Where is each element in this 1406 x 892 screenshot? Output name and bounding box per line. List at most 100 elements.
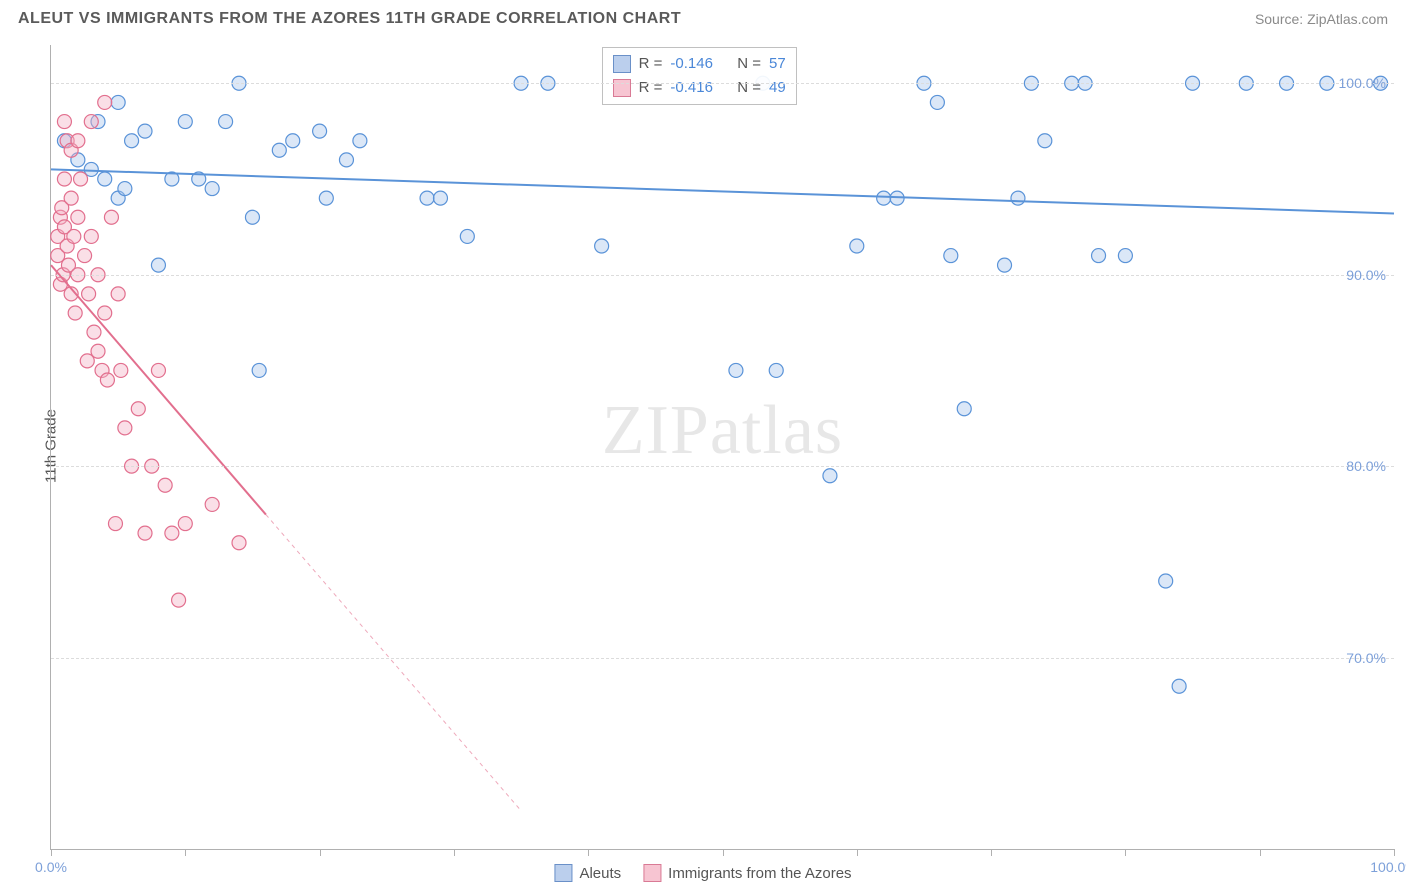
scatter-point [151,258,165,272]
scatter-point [944,249,958,263]
x-tick [1260,849,1261,856]
scatter-point [78,249,92,263]
scatter-point [91,344,105,358]
scatter-point [131,402,145,416]
scatter-point [769,363,783,377]
scatter-point [823,469,837,483]
x-tick [723,849,724,856]
scatter-point [125,134,139,148]
scatter-svg [51,45,1394,849]
scatter-point [272,143,286,157]
scatter-point [420,191,434,205]
scatter-point [729,363,743,377]
scatter-point [118,421,132,435]
swatch-icon [554,864,572,882]
stats-row-azores: R = -0.416 N = 49 [613,76,786,100]
scatter-point [1092,249,1106,263]
scatter-point [74,172,88,186]
scatter-point [84,115,98,129]
scatter-point [319,191,333,205]
swatch-icon [613,55,631,73]
scatter-point [118,182,132,196]
stats-row-aleuts: R = -0.146 N = 57 [613,52,786,76]
x-tick [51,849,52,856]
scatter-point [71,210,85,224]
scatter-point [850,239,864,253]
scatter-point [98,306,112,320]
scatter-point [111,287,125,301]
scatter-point [138,124,152,138]
scatter-point [57,172,71,186]
x-tick [588,849,589,856]
x-tick [1125,849,1126,856]
scatter-point [172,593,186,607]
swatch-icon [613,79,631,97]
legend-item-azores: Immigrants from the Azores [643,864,851,882]
y-tick-label: 90.0% [1346,267,1386,283]
scatter-point [1011,191,1025,205]
plot-area: ZIPatlas R = -0.146 N = 57 R = -0.416 N … [50,45,1394,850]
x-tick [185,849,186,856]
scatter-point [108,517,122,531]
scatter-point [57,115,71,129]
scatter-point [286,134,300,148]
legend-label: Aleuts [579,865,621,882]
scatter-point [930,95,944,109]
scatter-point [64,191,78,205]
scatter-point [111,95,125,109]
scatter-point [353,134,367,148]
regression-line-dashed [266,515,521,811]
scatter-point [877,191,891,205]
scatter-point [1118,249,1132,263]
x-tick [991,849,992,856]
scatter-point [71,134,85,148]
scatter-point [595,239,609,253]
x-tick-label: 100.0% [1370,859,1406,875]
scatter-point [219,115,233,129]
scatter-point [87,325,101,339]
scatter-point [1172,679,1186,693]
scatter-point [178,517,192,531]
scatter-point [232,536,246,550]
scatter-point [68,306,82,320]
scatter-point [245,210,259,224]
scatter-point [84,229,98,243]
scatter-point [158,478,172,492]
gridline [51,275,1394,276]
x-tick [857,849,858,856]
legend-item-aleuts: Aleuts [554,864,621,882]
gridline [51,83,1394,84]
swatch-icon [643,864,661,882]
regression-line [51,169,1394,213]
scatter-point [957,402,971,416]
x-tick [1394,849,1395,856]
scatter-point [1038,134,1052,148]
scatter-point [313,124,327,138]
chart-area: ZIPatlas R = -0.146 N = 57 R = -0.416 N … [50,45,1394,850]
scatter-point [252,363,266,377]
scatter-point [98,172,112,186]
y-tick-label: 80.0% [1346,458,1386,474]
legend-label: Immigrants from the Azores [668,865,851,882]
scatter-point [138,526,152,540]
scatter-point [165,526,179,540]
gridline [51,466,1394,467]
y-tick-label: 100.0% [1339,75,1386,91]
scatter-point [460,229,474,243]
y-tick-label: 70.0% [1346,650,1386,666]
scatter-point [1159,574,1173,588]
scatter-point [998,258,1012,272]
chart-title: ALEUT VS IMMIGRANTS FROM THE AZORES 11TH… [18,10,681,28]
scatter-point [433,191,447,205]
x-tick [320,849,321,856]
scatter-point [82,287,96,301]
x-tick [454,849,455,856]
scatter-point [114,363,128,377]
stats-legend: R = -0.146 N = 57 R = -0.416 N = 49 [602,47,797,105]
scatter-point [98,95,112,109]
scatter-point [151,363,165,377]
scatter-point [178,115,192,129]
source-label: Source: ZipAtlas.com [1255,11,1388,27]
regression-line [51,265,266,514]
x-tick-label: 0.0% [35,859,67,875]
